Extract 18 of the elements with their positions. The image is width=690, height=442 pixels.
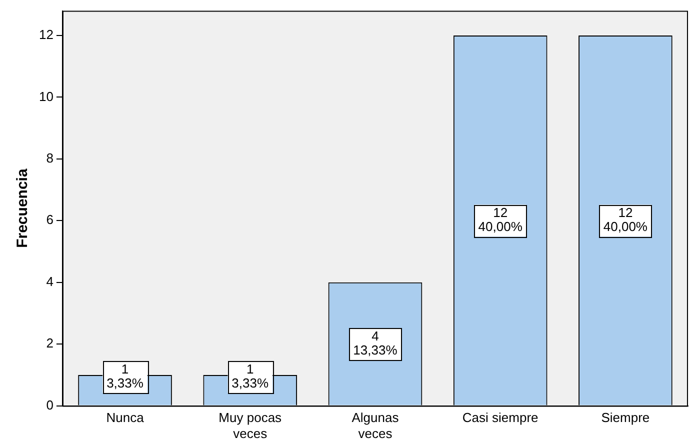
- x-tick-label: Muy pocas veces: [218, 410, 282, 441]
- data-label: 12 40,00%: [603, 205, 648, 234]
- x-tick-label: Siempre: [601, 410, 650, 426]
- y-axis-title: Frecuencia: [14, 168, 32, 248]
- x-tick-label: Nunca: [106, 410, 145, 426]
- x-tick-label: Algunas veces: [352, 410, 400, 441]
- y-tick-label: 10: [38, 88, 54, 104]
- y-tick-label: 2: [46, 336, 54, 351]
- x-tick-label: Casi siempre: [462, 410, 538, 426]
- data-label: 4 13,33%: [353, 328, 398, 358]
- data-label: 1 3,33%: [106, 362, 144, 391]
- data-label: 12 40,00%: [478, 205, 523, 234]
- data-label: 1 3,33%: [232, 362, 269, 391]
- y-tick-label: 0: [46, 397, 54, 412]
- y-tick-label: 8: [46, 150, 54, 166]
- y-tick-label: 4: [46, 274, 54, 289]
- y-tick-label: 6: [46, 212, 54, 228]
- y-tick-label: 12: [38, 27, 54, 42]
